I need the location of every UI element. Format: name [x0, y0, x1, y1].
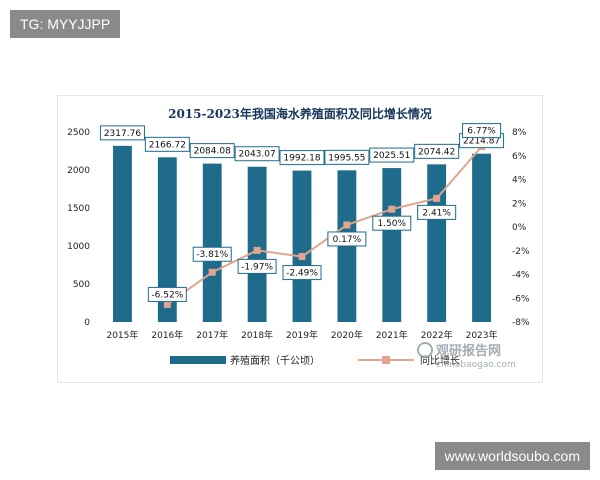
growth-value-label: -3.81% [196, 250, 228, 260]
chart-card: 2015-2023年我国海水养殖面积及同比增长情况 0 500 1000 1500 20… [58, 96, 542, 382]
y-left-tick-label: 2500 [67, 128, 90, 138]
line-point [163, 300, 171, 308]
y-right-tick-label: 4% [512, 176, 527, 186]
growth-value-label-box [327, 231, 367, 247]
channel-tag: TG: MYYJJPP [10, 10, 121, 38]
y-right-tick-label: -6% [512, 294, 530, 304]
growth-value-label-box [147, 286, 187, 302]
y-right-tick-label: -8% [512, 318, 530, 328]
site-url-tag: www.worldsoubo.com [434, 442, 590, 470]
bar [157, 157, 177, 322]
bar [292, 170, 312, 322]
x-tick-label: 2017年 [196, 329, 228, 341]
y-right-tick-label: 8% [512, 128, 527, 138]
growth-value-label: 0.17% [333, 235, 362, 245]
combo-chart: 2015-2023年我国海水养殖面积及同比增长情况 0 500 1000 1500 20… [67, 106, 530, 370]
watermark-logo-icon [417, 342, 433, 358]
growth-value-label: -6.52% [151, 290, 183, 300]
y-left-tick-label: 1500 [67, 204, 90, 214]
bar-value-label: 2043.07 [239, 150, 276, 160]
x-tick-label: 2016年 [151, 329, 183, 341]
growth-line [166, 145, 483, 306]
x-tick-label: 2020年 [331, 329, 363, 341]
x-tick-label: 2018年 [241, 329, 273, 341]
legend-label-bars: 养殖面积（千公顷） [230, 354, 320, 367]
bar [382, 168, 402, 322]
bar-value-label: 2166.72 [149, 140, 186, 150]
y-left-tick-label: 1000 [67, 242, 90, 252]
bar-value-label: 1992.18 [283, 154, 320, 164]
bar [427, 164, 447, 322]
bar-value-label-box [99, 125, 145, 141]
line-point [253, 246, 261, 254]
x-tick-label: 2022年 [421, 329, 453, 341]
line-point [433, 194, 441, 202]
growth-value-label-box [417, 204, 457, 220]
legend-label-line: 同比增长 [420, 354, 460, 367]
watermark: 观研报告网 chinabaogao.com [417, 342, 516, 370]
bar-value-label-box [369, 147, 415, 163]
growth-value-label: 6.77% [467, 127, 496, 137]
growth-value-label-box [462, 123, 502, 139]
bar [472, 153, 491, 322]
growth-value-label: -2.49% [286, 269, 318, 279]
bar-value-label-box [189, 143, 235, 159]
watermark-sub-text: chinabaogao.com [436, 360, 516, 370]
line-point [298, 253, 306, 261]
x-tick-label: 2023年 [466, 329, 498, 341]
watermark-main-text: 观研报告网 [436, 343, 501, 359]
x-tick-label: 2015年 [106, 329, 138, 341]
bar-value-label: 2074.42 [418, 147, 455, 157]
legend-marker-line [382, 356, 390, 364]
bar-value-label-box [279, 150, 325, 166]
x-tick-label: 2021年 [376, 329, 408, 341]
bar [202, 163, 222, 322]
y-right-tick-label: -4% [512, 271, 530, 281]
y-left-tick-label: 0 [84, 318, 90, 328]
growth-value-label: 2.41% [422, 208, 451, 218]
y-right-tick-label: 0% [512, 223, 527, 233]
bar [113, 145, 132, 322]
growth-value-label-box [192, 246, 232, 262]
bar-value-label: 2214.87 [463, 137, 500, 147]
growth-value-label: -1.97% [241, 262, 273, 272]
chart-title: 2015-2023年我国海水养殖面积及同比增长情况 [168, 106, 432, 121]
line-point [388, 205, 396, 213]
bar-value-label: 2317.76 [104, 129, 141, 139]
growth-value-label-box [282, 265, 322, 281]
bar-value-label-box [324, 149, 370, 165]
bar-value-label: 1995.55 [328, 153, 365, 163]
bar-value-label-box [234, 146, 280, 162]
bar-value-label-box [144, 136, 190, 152]
y-left-tick-label: 2000 [67, 166, 90, 176]
line-point [208, 268, 216, 276]
legend-swatch-bars [170, 356, 226, 364]
bar-value-label-box [414, 143, 460, 159]
y-right-tick-label: 6% [512, 152, 527, 162]
line-point [343, 221, 351, 229]
bar-value-label: 2025.51 [373, 151, 410, 161]
y-right-tick-label: 2% [512, 199, 527, 209]
y-right-tick-label: -2% [512, 247, 530, 257]
growth-value-label: 1.50% [377, 219, 406, 229]
growth-value-label-box [237, 258, 277, 274]
bar [247, 166, 267, 322]
growth-value-label-box [372, 215, 412, 231]
x-tick-label: 2019年 [286, 329, 318, 341]
y-left-tick-label: 500 [73, 280, 90, 290]
bar-value-label: 2084.08 [194, 147, 231, 157]
